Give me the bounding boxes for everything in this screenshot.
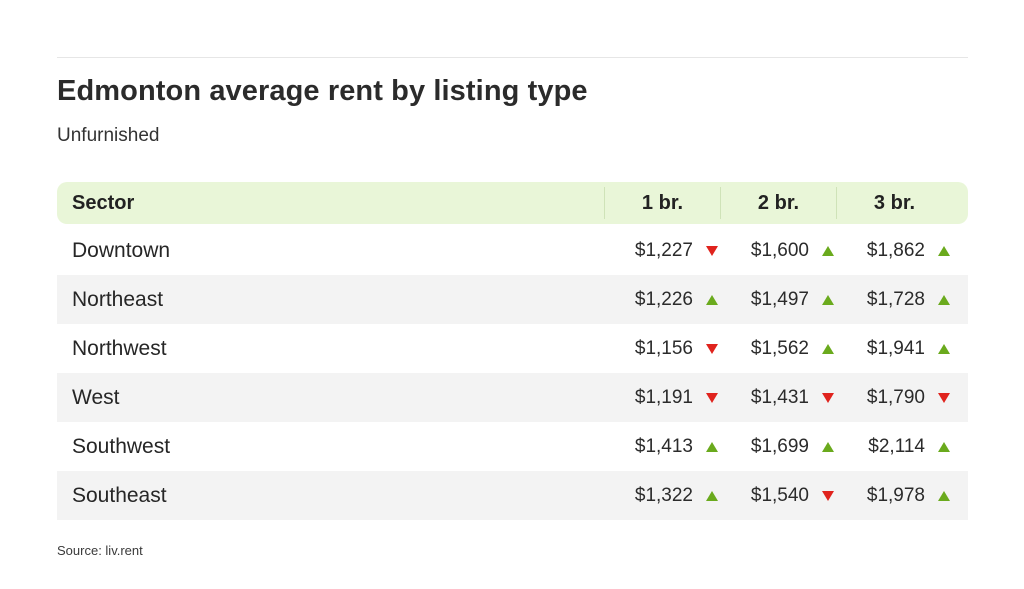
sector-cell: West (72, 385, 120, 409)
rent-cell-3br: $1,790 (836, 387, 968, 409)
triangle-up-icon (822, 343, 834, 354)
rent-value: $1,156 (634, 337, 693, 359)
sector-cell: Southeast (72, 483, 167, 507)
table-header: Sector 1 br. 2 br. 3 br. (57, 182, 968, 224)
column-header-3br: 3 br. (836, 187, 968, 219)
triangle-up-icon (706, 441, 718, 452)
triangle-up-icon (822, 441, 834, 452)
rent-value: $1,699 (750, 435, 809, 457)
rent-cell-1br: $1,322 (604, 485, 720, 507)
rent-cell-2br: $1,431 (720, 387, 836, 409)
rent-value: $1,562 (750, 337, 809, 359)
rent-cell-1br: $1,226 (604, 289, 720, 311)
rent-value: $1,413 (634, 435, 693, 457)
triangle-up-icon (938, 490, 950, 501)
triangle-down-icon (822, 490, 834, 501)
top-divider (57, 57, 968, 58)
rent-table: Sector 1 br. 2 br. 3 br. Downtown $1,227 $… (57, 182, 968, 520)
rent-cell-1br: $1,191 (604, 387, 720, 409)
triangle-down-icon (706, 392, 718, 403)
rent-cell-1br: $1,156 (604, 338, 720, 360)
sector-cell: Downtown (72, 238, 171, 262)
table-row: Downtown $1,227 $1,600 $1,862 (57, 226, 968, 275)
table-row: Southwest $1,413 $1,699 $2,114 (57, 422, 968, 471)
triangle-up-icon (938, 343, 950, 354)
column-header-sector: Sector (72, 191, 135, 214)
triangle-down-icon (822, 392, 834, 403)
rent-value: $1,540 (750, 484, 809, 506)
triangle-up-icon (822, 294, 834, 305)
rent-cell-2br: $1,562 (720, 338, 836, 360)
rent-cell-2br: $1,600 (720, 240, 836, 262)
rent-value: $1,227 (634, 239, 693, 261)
rent-value: $1,497 (750, 288, 809, 310)
rent-cell-3br: $2,114 (836, 436, 968, 458)
rent-cell-1br: $1,227 (604, 240, 720, 262)
rent-cell-2br: $1,699 (720, 436, 836, 458)
chart-title: Edmonton average rent by listing type (57, 75, 588, 107)
triangle-up-icon (822, 245, 834, 256)
table-body: Downtown $1,227 $1,600 $1,862 Northeast $1,22… (57, 226, 968, 520)
sector-cell: Southwest (72, 434, 171, 458)
chart-subtitle: Unfurnished (57, 125, 160, 146)
rent-value: $1,978 (866, 484, 925, 506)
rent-value: $1,322 (634, 484, 693, 506)
triangle-up-icon (938, 441, 950, 452)
rent-value: $1,862 (866, 239, 925, 261)
sector-cell: Northwest (72, 336, 167, 360)
rent-value: $1,941 (866, 337, 925, 359)
triangle-down-icon (706, 343, 718, 354)
rent-value: $1,728 (866, 288, 925, 310)
table-row: West $1,191 $1,431 $1,790 (57, 373, 968, 422)
triangle-down-icon (938, 392, 950, 403)
column-header-2br: 2 br. (720, 187, 836, 219)
table-row: Northeast $1,226 $1,497 $1,728 (57, 275, 968, 324)
table-row: Southeast $1,322 $1,540 $1,978 (57, 471, 968, 520)
rent-cell-3br: $1,941 (836, 338, 968, 360)
triangle-up-icon (938, 245, 950, 256)
rent-cell-1br: $1,413 (604, 436, 720, 458)
rent-cell-3br: $1,728 (836, 289, 968, 311)
rent-value: $1,226 (634, 288, 693, 310)
rent-value: $1,431 (750, 386, 809, 408)
triangle-up-icon (938, 294, 950, 305)
triangle-up-icon (706, 294, 718, 305)
table-row: Northwest $1,156 $1,562 $1,941 (57, 324, 968, 373)
rent-cell-3br: $1,862 (836, 240, 968, 262)
triangle-up-icon (706, 490, 718, 501)
rent-cell-2br: $1,497 (720, 289, 836, 311)
rent-value: $1,191 (634, 386, 693, 408)
rent-cell-3br: $1,978 (836, 485, 968, 507)
rent-value: $1,790 (866, 386, 925, 408)
rent-cell-2br: $1,540 (720, 485, 836, 507)
triangle-down-icon (706, 245, 718, 256)
rent-value: $1,600 (750, 239, 809, 261)
column-header-1br: 1 br. (604, 187, 720, 219)
sector-cell: Northeast (72, 287, 164, 311)
rent-value: $2,114 (868, 435, 925, 457)
source-note: Source: liv.rent (57, 543, 143, 558)
